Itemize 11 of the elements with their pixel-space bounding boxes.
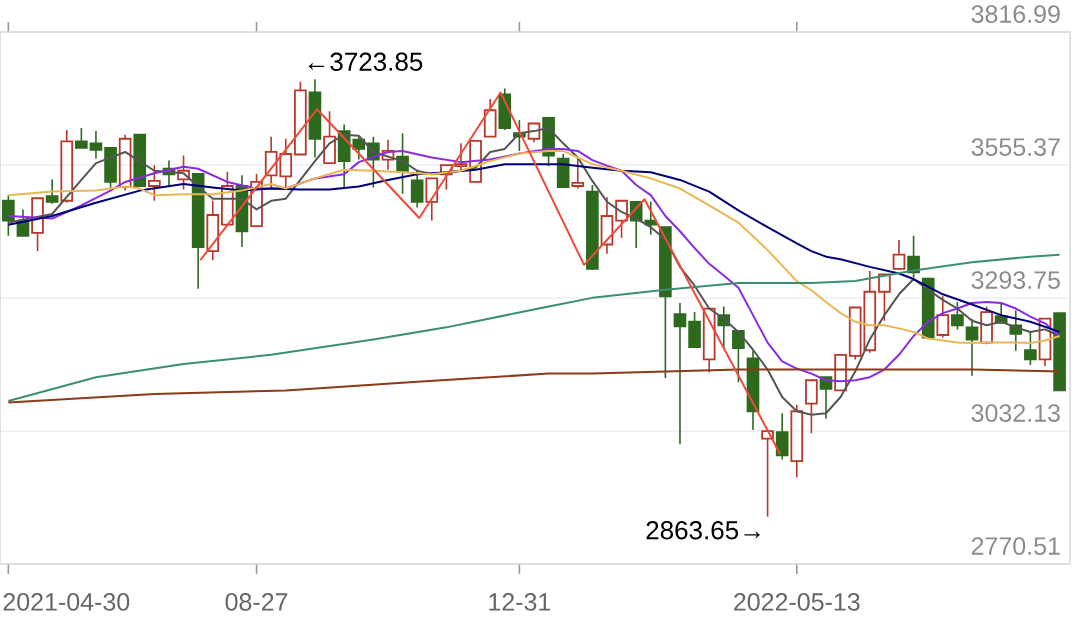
annotation: ←3723.85 <box>308 52 423 71</box>
x-tick-label: 2022-05-13 <box>734 593 860 611</box>
annotation: 2863.65→ <box>646 521 760 540</box>
x-tick-label: 08-27 <box>225 593 288 611</box>
x-tick-label: 12-31 <box>489 593 551 611</box>
y-tick-label: 3816.99 <box>971 5 1060 23</box>
y-tick-label: 3032.13 <box>971 404 1060 422</box>
y-tick-label: 3555.37 <box>971 138 1060 156</box>
y-tick-label: 3293.75 <box>971 271 1060 289</box>
y-tick-label: 2770.51 <box>971 537 1060 555</box>
x-tick-label: 2021-04-30 <box>3 593 130 611</box>
